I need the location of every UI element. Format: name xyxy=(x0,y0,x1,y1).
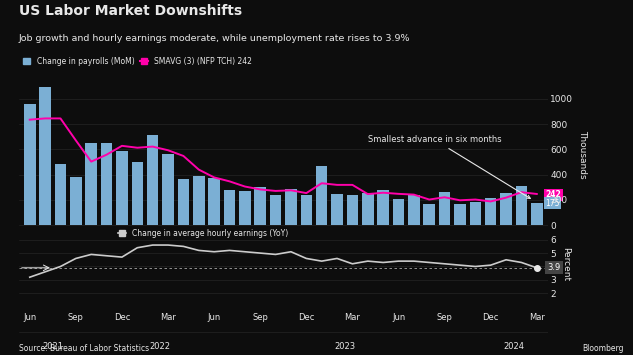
Text: Sep: Sep xyxy=(68,313,84,322)
Text: Jun: Jun xyxy=(208,313,221,322)
Bar xyxy=(285,189,297,225)
Bar xyxy=(301,195,312,225)
Text: 2024: 2024 xyxy=(503,342,524,351)
Bar xyxy=(162,154,174,225)
Text: Jun: Jun xyxy=(23,313,36,322)
Text: US Labor Market Downshifts: US Labor Market Downshifts xyxy=(19,4,242,17)
Bar xyxy=(439,192,450,225)
Text: Mar: Mar xyxy=(529,313,545,322)
Text: Sep: Sep xyxy=(253,313,268,322)
Text: 175: 175 xyxy=(545,198,560,208)
Bar xyxy=(392,199,404,225)
Text: 242: 242 xyxy=(545,190,561,199)
Bar xyxy=(254,186,266,225)
Text: 2023: 2023 xyxy=(334,342,355,351)
Bar xyxy=(485,198,496,225)
Text: Dec: Dec xyxy=(482,313,499,322)
Y-axis label: Thousands: Thousands xyxy=(578,130,587,179)
Bar xyxy=(223,190,235,225)
Y-axis label: Percent: Percent xyxy=(561,247,570,282)
Legend: Change in average hourly earnings (YoY): Change in average hourly earnings (YoY) xyxy=(118,229,288,238)
Text: Jun: Jun xyxy=(392,313,405,322)
Bar xyxy=(85,143,97,225)
Text: Dec: Dec xyxy=(114,313,130,322)
Bar xyxy=(54,164,66,225)
Bar xyxy=(316,165,327,225)
Bar xyxy=(116,151,128,225)
Text: Sep: Sep xyxy=(437,313,453,322)
Bar xyxy=(377,190,389,225)
Text: Mar: Mar xyxy=(344,313,360,322)
Bar xyxy=(193,176,204,225)
Bar xyxy=(178,179,189,225)
Bar xyxy=(132,162,143,225)
Text: 2022: 2022 xyxy=(150,342,171,351)
Bar xyxy=(423,204,435,225)
Bar xyxy=(362,193,373,225)
Bar xyxy=(331,194,343,225)
Text: 3.9: 3.9 xyxy=(548,263,561,272)
Bar xyxy=(239,191,251,225)
Bar xyxy=(516,186,527,225)
Bar xyxy=(531,203,542,225)
Text: Bloomberg: Bloomberg xyxy=(582,344,624,353)
Bar xyxy=(408,196,420,225)
Bar xyxy=(147,135,158,225)
Text: Job growth and hourly earnings moderate, while unemployment rate rises to 3.9%: Job growth and hourly earnings moderate,… xyxy=(19,34,410,43)
Text: Dec: Dec xyxy=(298,313,315,322)
Bar xyxy=(39,87,51,225)
Bar xyxy=(470,202,481,225)
Bar xyxy=(101,143,112,225)
Text: Source: Bureau of Labor Statistics: Source: Bureau of Labor Statistics xyxy=(19,344,149,353)
Bar xyxy=(454,204,466,225)
Bar xyxy=(270,195,281,225)
Bar xyxy=(70,177,82,225)
Legend: Change in payrolls (MoM), SMAVG (3) (NFP TCH) 242: Change in payrolls (MoM), SMAVG (3) (NFP… xyxy=(23,57,252,66)
Text: Mar: Mar xyxy=(160,313,176,322)
Bar xyxy=(24,104,35,225)
Bar xyxy=(347,195,358,225)
Text: 2021: 2021 xyxy=(42,342,63,351)
Bar xyxy=(500,193,512,225)
Bar xyxy=(208,178,220,225)
Text: Smallest advance in six months: Smallest advance in six months xyxy=(368,135,530,198)
